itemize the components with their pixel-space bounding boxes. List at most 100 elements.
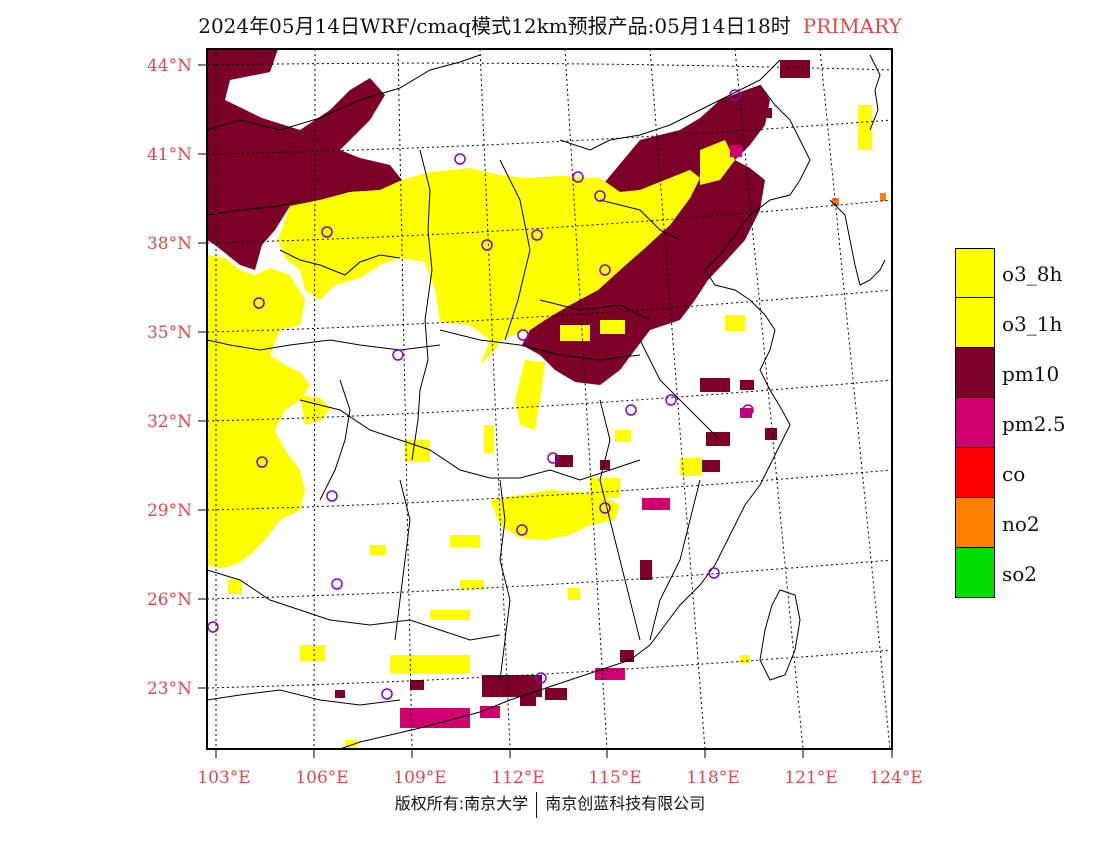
parallel xyxy=(207,469,892,511)
lon-tick-label: 115°E xyxy=(588,768,641,788)
lon-tick-label: 112°E xyxy=(491,768,544,788)
legend-swatch xyxy=(955,298,995,348)
station-marker xyxy=(599,264,611,276)
o3-blob xyxy=(560,325,590,341)
pm10-blob xyxy=(780,60,810,78)
boundary-line xyxy=(207,569,501,641)
station-marker xyxy=(729,89,741,101)
latitude-axis: 44°N 41°N 38°N 35°N 32°N 29°N 26°N 23°N xyxy=(147,56,207,699)
boundary-line xyxy=(649,479,701,641)
coastline xyxy=(339,54,886,749)
o3-blob xyxy=(615,430,631,442)
lon-tick-label: 109°E xyxy=(393,768,446,788)
lat-tick-label: 38°N xyxy=(147,234,192,254)
parallel xyxy=(207,289,892,333)
boundary-line xyxy=(411,149,433,461)
parallel xyxy=(207,199,892,244)
station-marker xyxy=(392,349,404,361)
lon-tick-label: 121°E xyxy=(784,768,837,788)
no2-blob xyxy=(880,193,886,201)
lon-tick-label: 106°E xyxy=(295,768,348,788)
copyright-right: 南京创蓝科技有限公司 xyxy=(545,794,706,813)
lat-tick-label: 23°N xyxy=(147,679,192,699)
no2-blob xyxy=(832,198,839,206)
o3-central xyxy=(490,490,620,540)
pm10-blob xyxy=(555,455,573,467)
no2-layer xyxy=(832,193,886,206)
boundary-line xyxy=(599,199,681,241)
station-marker xyxy=(321,226,333,238)
o3-blob xyxy=(450,535,480,547)
parallel xyxy=(207,649,892,689)
pm10-blob xyxy=(760,108,772,118)
meridian xyxy=(564,49,608,749)
o3-blob xyxy=(345,740,357,748)
legend-item-pm10: pm10 xyxy=(955,348,1085,398)
legend-item-pm25: pm2.5 xyxy=(955,398,1085,448)
station-marker xyxy=(742,404,754,416)
lat-tick-label: 26°N xyxy=(147,590,192,610)
station-marker xyxy=(326,490,338,502)
legend-item-so2: so2 xyxy=(955,548,1085,598)
station-marker xyxy=(256,456,268,468)
station-marker xyxy=(599,502,611,514)
meridian xyxy=(313,49,316,749)
boundary-line xyxy=(539,299,651,321)
parallel xyxy=(207,559,892,600)
lat-tick-label: 41°N xyxy=(147,145,192,165)
legend-swatch xyxy=(955,398,995,448)
pm25-blob xyxy=(400,708,470,728)
station-marker xyxy=(253,297,265,309)
boundary-line xyxy=(279,249,401,276)
station-marker xyxy=(481,239,493,251)
pm10-blob xyxy=(640,560,652,580)
legend-item-o3-8h: o3_8h xyxy=(955,248,1085,298)
legend-label: o3_8h xyxy=(1002,262,1063,286)
legend-label: co xyxy=(1002,462,1026,486)
pm10-blob xyxy=(700,378,730,392)
map-title: 2024年05月14日WRF/cmaq模式12km预报产品:05月14日18时 P… xyxy=(0,10,1100,39)
lon-tick-label: 124°E xyxy=(869,768,922,788)
pm10-blob xyxy=(620,650,634,662)
boundary-line xyxy=(207,54,481,131)
meridian xyxy=(649,49,706,749)
station-marker xyxy=(547,452,559,464)
parallel xyxy=(207,119,892,155)
boundary-line xyxy=(499,159,531,341)
station-marker xyxy=(535,672,547,684)
legend-swatch xyxy=(955,348,995,398)
station-marker xyxy=(708,567,720,579)
parallel xyxy=(207,62,892,71)
meridian xyxy=(819,49,891,749)
legend-item-co: co xyxy=(955,448,1085,498)
legend-label: o3_1h xyxy=(1002,312,1063,336)
o3-blob xyxy=(370,545,386,555)
lat-tick-label: 35°N xyxy=(147,323,192,343)
station-marker xyxy=(531,229,543,241)
boundary-line xyxy=(319,379,351,501)
pm10-blob xyxy=(520,690,536,706)
o3-blob xyxy=(390,655,470,673)
meridian xyxy=(734,49,804,749)
pm10-blob xyxy=(765,428,777,440)
province-boundaries xyxy=(207,54,781,706)
legend-label: pm10 xyxy=(1002,362,1060,386)
legend-label: no2 xyxy=(1002,512,1040,536)
o3-blob xyxy=(484,425,494,453)
coastline-mainland xyxy=(339,84,811,749)
legend-swatch xyxy=(955,548,995,598)
station-marker xyxy=(594,190,606,202)
boundary-line xyxy=(207,689,401,706)
station-marker xyxy=(572,171,584,183)
o3-blob xyxy=(858,105,872,150)
boundary-line xyxy=(394,479,411,641)
lon-tick-label: 103°E xyxy=(197,768,250,788)
pm25-blob xyxy=(730,145,742,157)
station-marker xyxy=(331,578,343,590)
o3-blob xyxy=(228,580,242,594)
o3-northchina xyxy=(278,168,700,365)
o3-blob xyxy=(740,655,750,663)
coastline-taiwan xyxy=(759,589,801,681)
station-marker xyxy=(517,329,529,341)
